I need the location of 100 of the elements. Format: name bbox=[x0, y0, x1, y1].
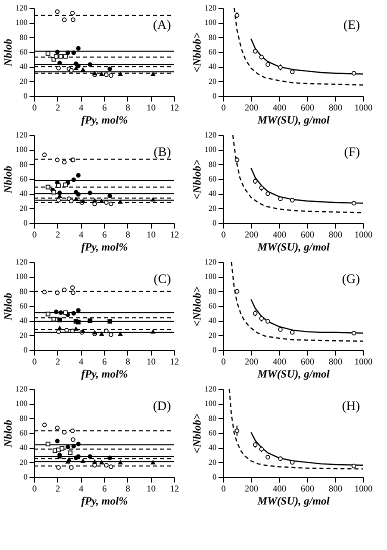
x-tick-label: 10 bbox=[146, 484, 156, 494]
x-tick-label: 0 bbox=[221, 230, 226, 240]
y-tick-label: 80 bbox=[20, 286, 28, 296]
y-tick-label: 40 bbox=[20, 62, 28, 72]
y-axis-title: Nblob bbox=[2, 419, 14, 448]
x-tick-label: 200 bbox=[244, 356, 259, 366]
y-tick-label: 0 bbox=[24, 346, 28, 354]
x-tick-label: 8 bbox=[126, 102, 131, 112]
y-tick-label: 100 bbox=[204, 145, 216, 154]
x-tick-label: 4 bbox=[78, 356, 84, 366]
y-tick-label: 20 bbox=[208, 76, 216, 86]
y-tick-label: 100 bbox=[204, 18, 216, 28]
x-tick-label: 4 bbox=[78, 484, 84, 494]
y-tick-label: 40 bbox=[20, 189, 28, 198]
x-tick-label: 6 bbox=[102, 356, 108, 366]
x-axis-title: MW(SU), g/mol bbox=[256, 496, 330, 508]
y-axis-title: Nblob bbox=[2, 38, 14, 68]
x-tick-label: 600 bbox=[300, 230, 315, 240]
x-axis-title: MW(SU), g/mol bbox=[256, 368, 330, 380]
y-tick-label: 80 bbox=[20, 414, 28, 423]
x-tick-label: 12 bbox=[170, 230, 179, 240]
x-tick-label: 200 bbox=[244, 230, 259, 240]
x-tick-label: 800 bbox=[328, 356, 343, 366]
y-tick-label: 40 bbox=[208, 443, 216, 452]
x-tick-label: 0 bbox=[221, 102, 226, 112]
x-tick-label: 800 bbox=[328, 102, 343, 112]
x-tick-label: 600 bbox=[300, 102, 315, 112]
annotation: (B) bbox=[154, 144, 171, 159]
y-tick-label: 60 bbox=[20, 302, 28, 310]
x-axis-title: MW(SU), g/mol bbox=[256, 114, 330, 126]
x-tick-label: 8 bbox=[126, 356, 131, 366]
y-axis-title: <Nblob> bbox=[192, 159, 204, 200]
y-tick-label: 40 bbox=[20, 316, 28, 326]
y-axis-title: Nblob bbox=[2, 165, 14, 194]
x-axis-title: MW(SU), g/mol bbox=[256, 242, 330, 254]
x-tick-label: 200 bbox=[244, 102, 259, 112]
y-tick-label: 0 bbox=[212, 218, 216, 228]
x-tick-label: 1000 bbox=[354, 230, 373, 240]
annotation: (A) bbox=[152, 17, 171, 32]
x-axis-title: fPy, mol% bbox=[81, 368, 128, 380]
x-tick-label: 6 bbox=[102, 102, 108, 112]
x-tick-label: 8 bbox=[126, 484, 131, 494]
x-tick-label: 2 bbox=[56, 356, 60, 366]
y-tick-label: 120 bbox=[16, 258, 28, 266]
y-tick-label: 0 bbox=[212, 346, 216, 354]
x-tick-label: 400 bbox=[272, 102, 287, 112]
y-tick-label: 80 bbox=[208, 286, 216, 296]
y-tick-label: 40 bbox=[20, 443, 28, 452]
x-tick-label: 2 bbox=[56, 484, 60, 494]
x-tick-label: 8 bbox=[126, 230, 131, 240]
y-tick-label: 0 bbox=[24, 472, 28, 482]
y-tick-label: 0 bbox=[24, 92, 28, 100]
x-tick-label: 10 bbox=[146, 230, 156, 240]
y-tick-label: 20 bbox=[208, 330, 216, 340]
annotation: (C) bbox=[154, 271, 171, 286]
x-tick-label: 1000 bbox=[354, 102, 373, 112]
y-tick-label: 120 bbox=[204, 4, 216, 12]
x-tick-label: 800 bbox=[328, 230, 343, 240]
x-tick-label: 0 bbox=[32, 230, 38, 240]
y-tick-label: 40 bbox=[208, 62, 216, 72]
y-tick-label: 80 bbox=[208, 414, 216, 423]
y-tick-label: 120 bbox=[204, 384, 216, 394]
y-tick-label: 100 bbox=[16, 272, 28, 282]
x-tick-label: 4 bbox=[78, 230, 84, 240]
x-axis-title: fPy, mol% bbox=[81, 114, 128, 126]
x-tick-label: 10 bbox=[146, 356, 156, 366]
y-tick-label: 120 bbox=[204, 130, 216, 140]
y-tick-label: 20 bbox=[20, 458, 28, 467]
y-tick-label: 0 bbox=[212, 92, 216, 100]
y-tick-label: 20 bbox=[20, 204, 28, 213]
y-tick-label: 60 bbox=[20, 48, 28, 56]
y-tick-label: 120 bbox=[16, 384, 28, 394]
y-tick-label: 120 bbox=[204, 258, 216, 266]
x-tick-label: 1000 bbox=[354, 484, 373, 494]
x-tick-label: 0 bbox=[221, 484, 226, 494]
annotation: (G) bbox=[342, 271, 360, 286]
y-tick-label: 20 bbox=[20, 76, 28, 86]
y-tick-label: 60 bbox=[208, 428, 216, 438]
x-tick-label: 0 bbox=[32, 356, 38, 366]
y-tick-label: 20 bbox=[208, 204, 216, 213]
x-tick-label: 2 bbox=[56, 230, 60, 240]
x-tick-label: 600 bbox=[300, 356, 315, 366]
x-tick-label: 400 bbox=[272, 230, 287, 240]
x-axis-title: fPy, mol% bbox=[81, 242, 128, 254]
y-tick-label: 80 bbox=[208, 160, 216, 169]
y-tick-label: 100 bbox=[16, 18, 28, 28]
x-tick-label: 1000 bbox=[354, 356, 373, 366]
y-tick-label: 40 bbox=[208, 189, 216, 198]
y-tick-label: 0 bbox=[212, 472, 216, 482]
y-tick-label: 40 bbox=[208, 316, 216, 326]
y-tick-label: 80 bbox=[20, 160, 28, 169]
x-tick-label: 400 bbox=[272, 356, 287, 366]
x-axis-title: fPy, mol% bbox=[81, 496, 128, 508]
annotation: (F) bbox=[344, 144, 360, 159]
x-tick-label: 6 bbox=[102, 230, 108, 240]
x-tick-label: 600 bbox=[300, 484, 315, 494]
y-tick-label: 20 bbox=[20, 330, 28, 340]
y-tick-label: 20 bbox=[208, 458, 216, 467]
y-tick-label: 100 bbox=[204, 399, 216, 408]
y-axis-title: <Nblob> bbox=[192, 413, 204, 454]
